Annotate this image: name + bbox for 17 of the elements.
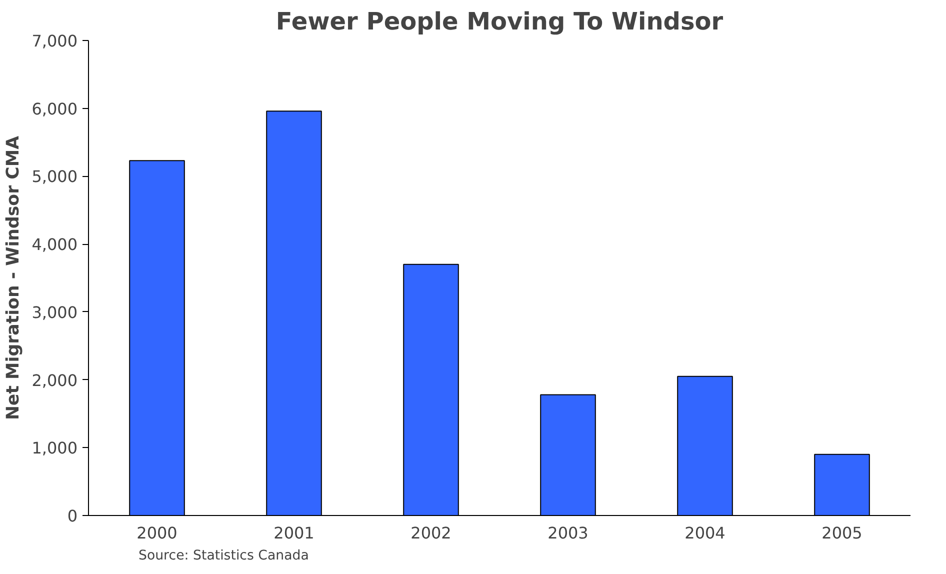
x-tick-label: 2004 <box>684 524 726 542</box>
y-tick-label: 4,000 <box>32 235 78 254</box>
x-tick-label: 2000 <box>136 524 178 542</box>
x-tick-label: 2005 <box>822 524 862 542</box>
x-tick-label: 2003 <box>548 524 588 542</box>
y-tick-label: 3,000 <box>32 302 78 322</box>
y-tick-label: 0 <box>67 506 78 526</box>
source-note: Source: Statistics Canada <box>138 548 309 564</box>
y-tick-label: 7,000 <box>32 32 78 50</box>
x-tick-label: 2001 <box>274 524 314 542</box>
y-tick-label: 5,000 <box>32 167 78 186</box>
y-tick-label: 6,000 <box>32 99 78 118</box>
chart-title: Fewer People Moving To Windsor <box>276 8 724 36</box>
y-tick-label: 2,000 <box>32 370 78 390</box>
y-tick-label: 1,000 <box>32 438 78 458</box>
y-axis-title: Net Migration - Windsor CMA <box>4 135 24 420</box>
x-tick-label: 2002 <box>410 524 452 542</box>
